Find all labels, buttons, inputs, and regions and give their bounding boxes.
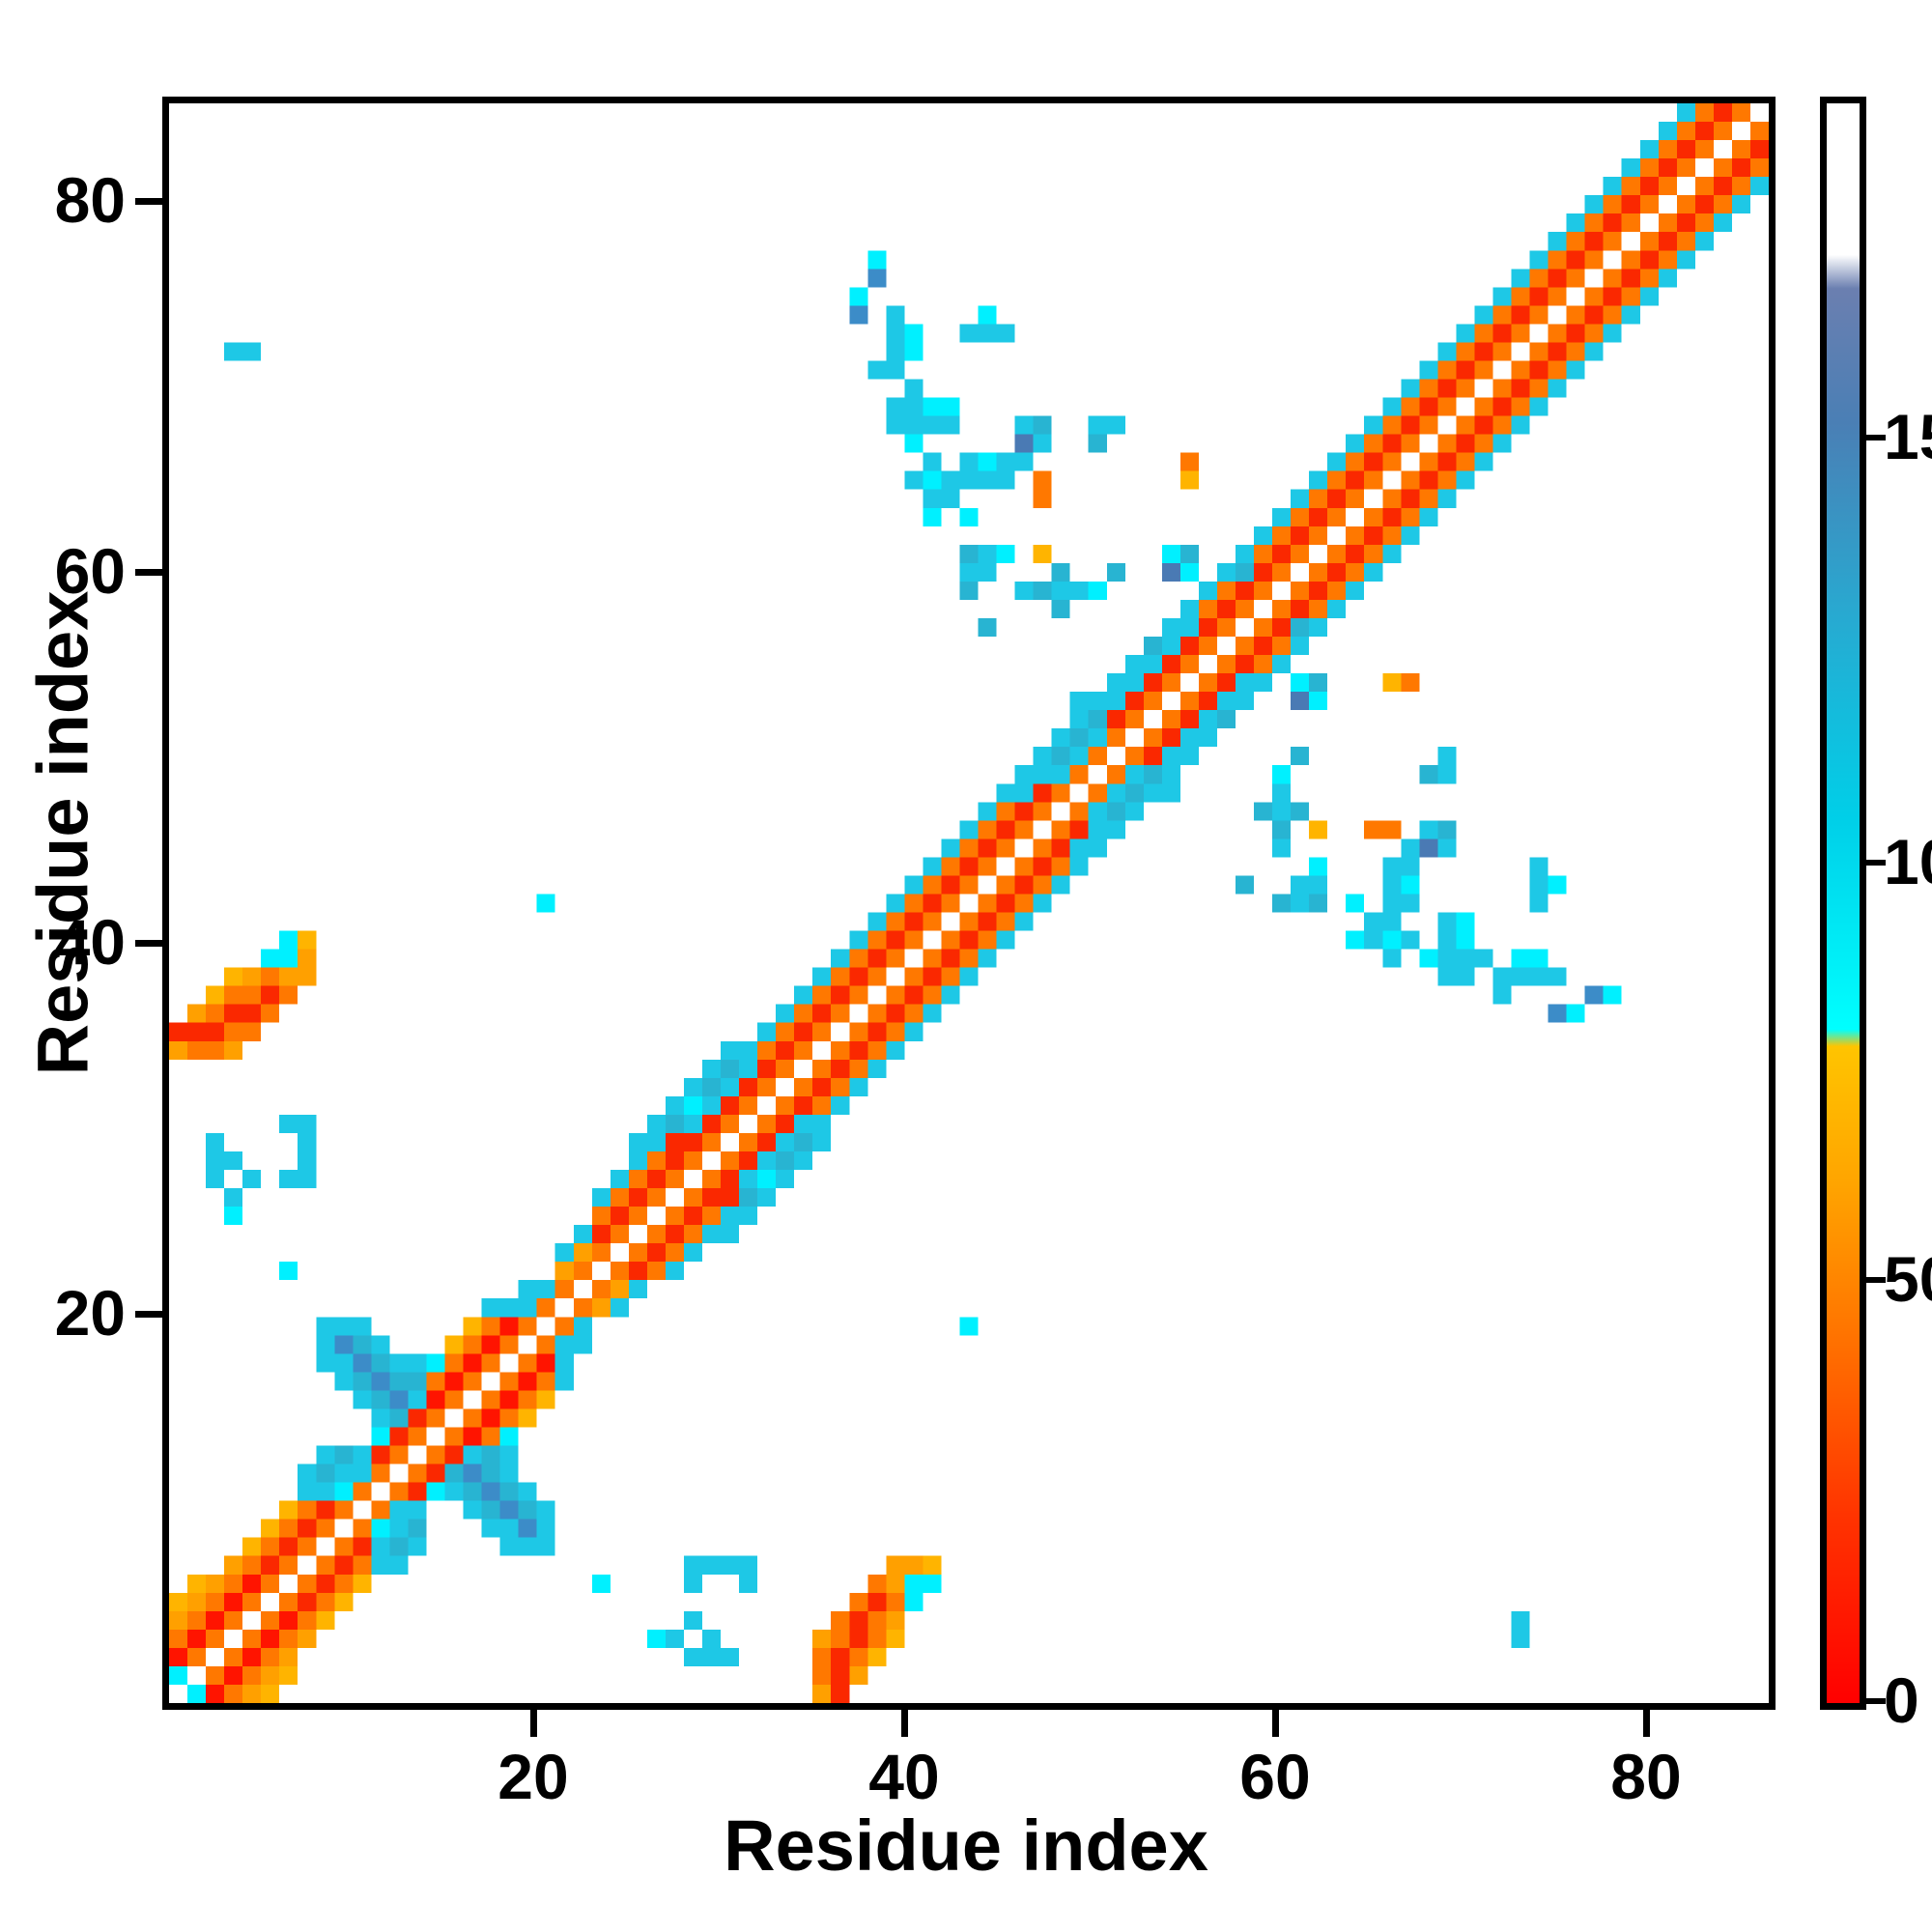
y-ticklabel-80: 80 [54,164,126,236]
heatmap-plot-area [162,97,1776,1710]
x-tick-40 [901,1710,908,1737]
y-ticklabel-20: 20 [54,1277,126,1349]
x-ticklabel-20: 20 [497,1741,569,1812]
x-ticklabel-40: 40 [868,1741,940,1812]
colorbar-ticklabel-50: 50 [1884,1243,1932,1315]
colorbar-tick-150 [1866,435,1886,440]
y-ticklabel-40: 40 [54,906,126,978]
y-axis-label: Residue index [22,590,103,1076]
colorbar-ticklabel-150: 150 [1884,401,1932,472]
y-axis-label-wrapper: Residue index [22,399,104,1268]
y-tick-80 [135,198,162,205]
x-ticklabel-80: 80 [1610,1741,1682,1812]
colorbar-ticklabel-0: 0 [1884,1664,1919,1736]
colorbar-tick-100 [1866,860,1886,866]
y-tick-60 [135,569,162,576]
x-tick-60 [1272,1710,1279,1737]
colorbar-tick-0 [1866,1698,1886,1704]
x-tick-80 [1643,1710,1650,1737]
colorbar-ticklabel-100: 100 [1884,826,1932,897]
contact-map-heatmap [169,103,1769,1703]
x-axis-label: Residue index [724,1805,1208,1886]
y-tick-40 [135,940,162,947]
x-tick-20 [530,1710,537,1737]
colorbar-gradient [1827,103,1860,1703]
y-tick-20 [135,1311,162,1318]
x-ticklabel-60: 60 [1239,1741,1311,1812]
colorbar-tick-50 [1866,1277,1886,1283]
y-ticklabel-60: 60 [54,535,126,607]
colorbar [1820,97,1866,1710]
